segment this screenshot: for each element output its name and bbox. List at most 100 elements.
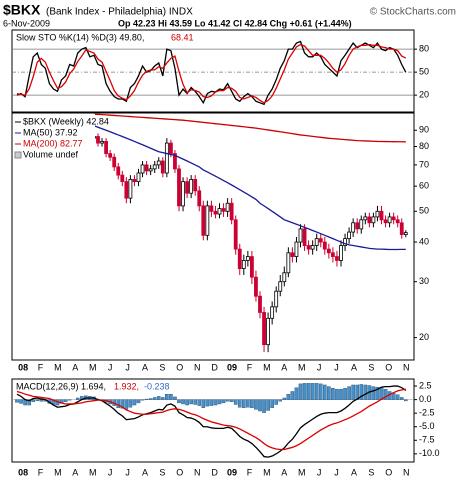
histogram-bar — [347, 386, 351, 400]
credit: © StockCharts.com — [370, 7, 456, 18]
moving-average — [93, 125, 406, 251]
histogram-bar — [335, 389, 339, 400]
x-tick-label: 08 — [18, 467, 28, 477]
candle-body — [120, 174, 125, 183]
histogram-bar — [35, 399, 40, 401]
histogram-bar — [209, 399, 214, 406]
candle-body — [249, 256, 254, 278]
histogram-bar — [205, 399, 210, 407]
y-tick-label: 70 — [419, 159, 429, 169]
y-tick-label: 20 — [419, 90, 429, 100]
candle-body — [254, 276, 258, 297]
x-tick-label: J — [317, 362, 322, 372]
x-tick-label: M — [54, 362, 62, 372]
x-tick-label: A — [351, 467, 357, 477]
histogram-bar — [221, 399, 226, 404]
candle-body — [274, 290, 279, 308]
candle-body — [177, 168, 181, 207]
candle-body — [201, 205, 206, 236]
candle-body — [140, 164, 145, 174]
x-tick-label: F — [247, 467, 253, 477]
macd-title: 1.932, — [114, 381, 139, 391]
x-tick-label: J — [317, 467, 322, 477]
candle-body — [148, 168, 153, 172]
candle-body — [286, 252, 291, 274]
candle-body — [144, 164, 149, 172]
y-tick-label: 90 — [419, 125, 429, 135]
candle-body — [306, 245, 311, 250]
candle-body — [112, 156, 117, 168]
x-tick-label: S — [368, 467, 374, 477]
legend-entry: MA(200) 82.77 — [23, 138, 83, 148]
candle-body — [310, 245, 315, 250]
histogram-bar — [359, 384, 364, 400]
candle-body — [229, 202, 234, 221]
stochastic-title: Slow STO %K(14) %D(3) 49.80, — [16, 32, 144, 42]
candle-body — [152, 164, 157, 170]
candle-body — [403, 232, 408, 235]
candle-body — [160, 160, 165, 174]
histogram-bar — [375, 386, 380, 400]
x-tick-label: N — [403, 362, 410, 372]
histogram-bar — [302, 383, 307, 400]
candle-body — [241, 260, 246, 269]
candle-body — [181, 181, 185, 207]
y-tick-label: -10.0 — [419, 448, 440, 458]
histogram-bar — [140, 399, 145, 401]
histogram-bar — [193, 399, 198, 405]
candle-body — [278, 281, 283, 292]
histogram-bar — [148, 398, 153, 400]
candle-body — [302, 228, 307, 246]
histogram-bar — [169, 393, 173, 400]
x-tick-label: J — [334, 467, 339, 477]
histogram-bar — [298, 383, 303, 400]
candle-body — [387, 216, 392, 224]
candle-body — [270, 306, 275, 319]
y-tick-label: 80 — [419, 44, 429, 54]
histogram-bar — [15, 399, 19, 403]
histogram-bar — [363, 384, 368, 400]
moving-average — [93, 113, 406, 143]
histogram-bar — [217, 399, 222, 405]
x-tick-label: O — [176, 362, 183, 372]
histogram-bar — [294, 387, 299, 400]
candle-body — [335, 256, 339, 261]
legend-swatch — [14, 151, 22, 159]
candle-body — [173, 153, 177, 170]
macd-title: MACD(12,26,9) 1.694, — [16, 381, 106, 391]
x-tick-label: F — [38, 467, 44, 477]
symbol: $BKX — [3, 2, 41, 18]
y-tick-label: 80 — [419, 141, 429, 151]
x-tick-label: J — [108, 362, 113, 372]
candle-body — [314, 238, 319, 246]
histogram-bar — [189, 399, 193, 405]
y-tick-label: 50 — [419, 67, 429, 77]
x-tick-label: A — [281, 362, 287, 372]
candle-body — [367, 216, 372, 224]
candle-body — [209, 205, 214, 212]
x-tick-label: A — [72, 362, 78, 372]
x-tick-label: N — [194, 362, 201, 372]
price-legend: $BKX (Weekly) 42.84 MA(50) 37.92 MA(200)… — [13, 114, 109, 162]
x-tick-label: A — [142, 362, 148, 372]
histogram-bar — [266, 399, 270, 411]
y-tick-label: 30 — [419, 276, 429, 286]
histogram-bar — [229, 399, 234, 402]
candle-body — [375, 210, 380, 218]
histogram-bar — [282, 397, 287, 400]
x-tick-label: M — [298, 362, 306, 372]
candle-body — [233, 219, 238, 250]
candle-body — [217, 208, 222, 215]
legend-entry: $BKX (Weekly) 42.84 — [23, 116, 109, 126]
x-tick-label: M — [263, 362, 271, 372]
histogram-bar — [318, 383, 323, 400]
stochastic-line — [16, 40, 407, 106]
histogram-bar — [63, 399, 68, 402]
index-name: (Bank Index - Philadelphia) INDX — [46, 7, 193, 18]
stochastic-panel — [11, 29, 415, 113]
x-tick-label: 08 — [18, 362, 28, 372]
x-tick-label: D — [211, 362, 218, 372]
macd-line — [16, 388, 406, 451]
histogram-bar — [404, 399, 408, 402]
candle-body — [193, 179, 198, 192]
